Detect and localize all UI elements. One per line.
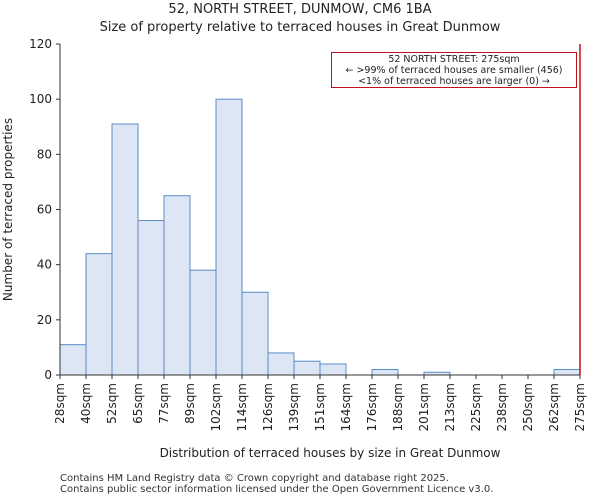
x-tick-label: 275sqm [573, 383, 587, 431]
histogram-bar [137, 220, 165, 376]
histogram-bar [241, 291, 269, 376]
histogram-bar [215, 98, 243, 376]
x-tick-label: 188sqm [391, 383, 405, 431]
histogram-bar [163, 195, 191, 376]
chart-subtitle: Size of property relative to terraced ho… [99, 20, 501, 35]
x-tick-label: 139sqm [287, 383, 301, 431]
x-tick-label: 89sqm [183, 383, 197, 424]
x-tick-label: 164sqm [339, 383, 353, 431]
x-tick-label: 238sqm [495, 383, 509, 431]
histogram-bar [59, 344, 87, 376]
histogram-bar [371, 368, 399, 376]
annotation-line-2: ← >99% of terraced houses are smaller (4… [345, 65, 563, 76]
x-tick-label: 52sqm [105, 383, 119, 424]
x-axis-title: Distribution of terraced houses by size … [160, 446, 501, 460]
histogram-bar [553, 368, 581, 376]
x-tick-label: 262sqm [547, 383, 561, 431]
histogram-bar [267, 352, 295, 376]
marker-annotation: 52 NORTH STREET: 275sqm ← >99% of terrac… [331, 52, 577, 88]
x-tick-label: 126sqm [261, 383, 275, 431]
histogram-bar [319, 363, 347, 376]
histogram-bar [293, 360, 321, 376]
x-tick-label: 213sqm [443, 383, 457, 431]
x-tick-label: 40sqm [79, 383, 93, 424]
y-tick-label: 40 [37, 258, 52, 272]
footer-line-1: Contains HM Land Registry data © Crown c… [60, 473, 449, 484]
x-tick-label: 201sqm [417, 383, 431, 431]
y-tick-label: 0 [44, 368, 52, 382]
footer-line-2: Contains public sector information licen… [60, 484, 494, 495]
x-tick-label: 250sqm [521, 383, 535, 431]
x-tick-label: 225sqm [469, 383, 483, 431]
x-tick-label: 151sqm [313, 383, 327, 431]
y-tick-label: 100 [29, 92, 52, 106]
y-tick-label: 80 [37, 147, 52, 161]
x-tick-label: 77sqm [157, 383, 171, 424]
histogram-bar [189, 269, 217, 376]
y-tick-label: 60 [37, 203, 52, 217]
x-tick-label: 176sqm [365, 383, 379, 431]
x-tick-label: 102sqm [209, 383, 223, 431]
x-tick-label: 65sqm [131, 383, 145, 424]
annotation-line-3: <1% of terraced houses are larger (0) → [358, 76, 550, 87]
y-tick-label: 20 [37, 313, 52, 327]
annotation-line-1: 52 NORTH STREET: 275sqm [388, 54, 520, 65]
histogram-bar [85, 253, 113, 376]
y-axis-title: Number of terraced properties [1, 118, 15, 301]
histogram-bar [111, 123, 139, 376]
x-tick-label: 28sqm [53, 383, 67, 424]
chart-title: 52, NORTH STREET, DUNMOW, CM6 1BA [168, 2, 432, 17]
y-tick-label: 120 [29, 37, 52, 51]
x-tick-label: 114sqm [235, 383, 249, 431]
